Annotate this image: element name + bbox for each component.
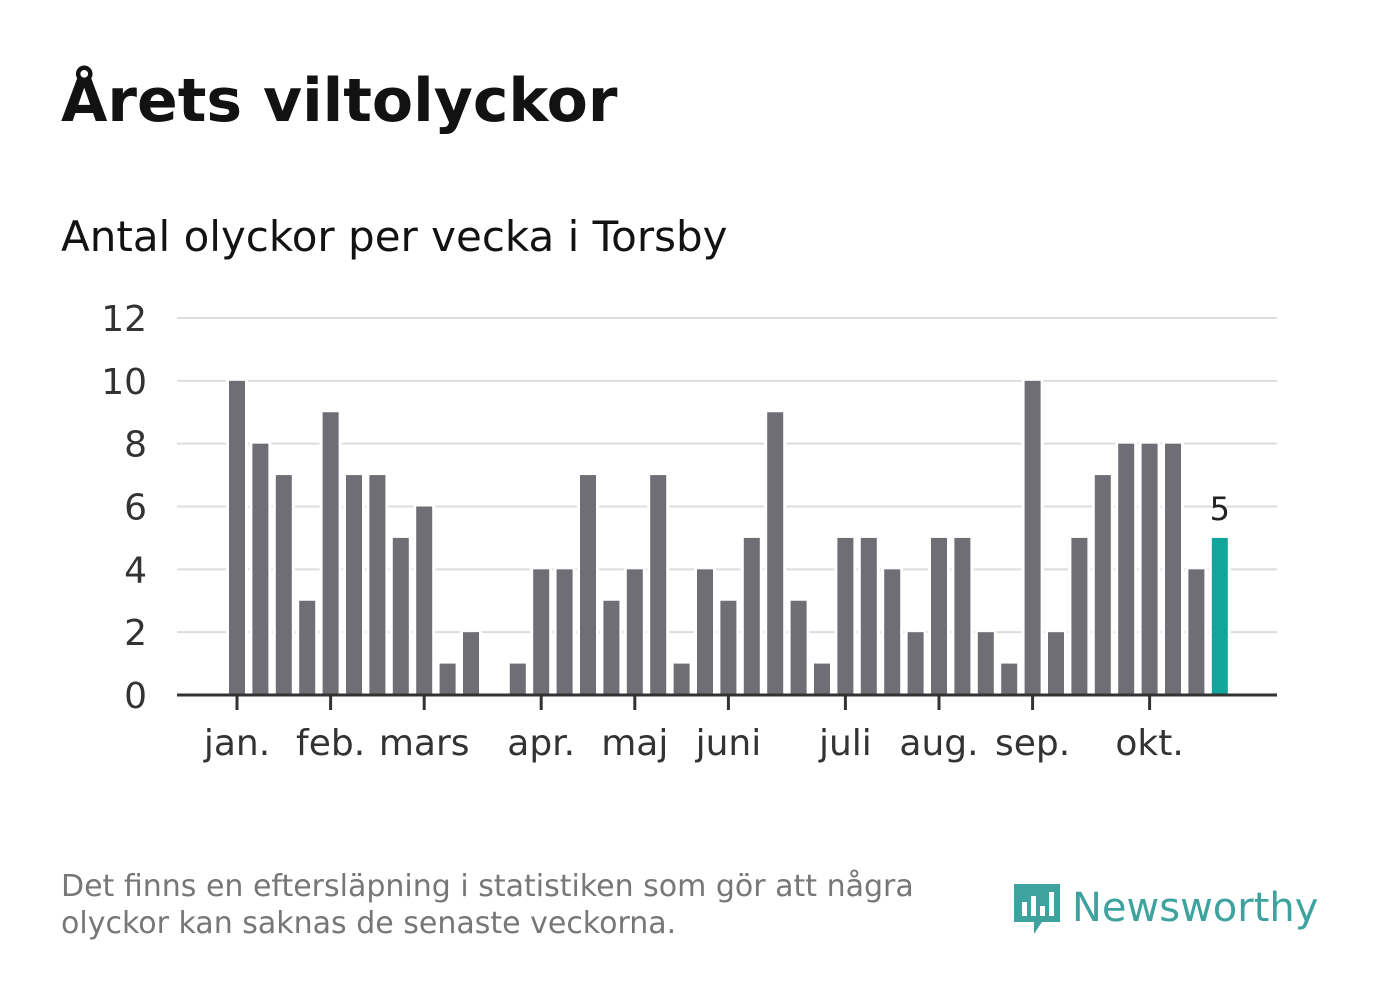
y-tick-label: 2 — [124, 613, 147, 654]
bar — [790, 600, 807, 695]
bar — [650, 475, 667, 695]
y-tick-label: 12 — [101, 299, 147, 340]
x-tick-label: sep. — [995, 723, 1070, 764]
bar — [369, 475, 386, 695]
chart-title: Årets viltolyckor — [61, 66, 618, 136]
bar — [580, 475, 596, 695]
bar — [697, 569, 713, 695]
bar — [977, 632, 994, 695]
bar — [439, 663, 456, 695]
bar — [814, 663, 830, 695]
bar — [463, 632, 479, 695]
logo-icon — [1014, 884, 1060, 934]
bar — [626, 569, 643, 695]
x-tick-label: maj — [601, 723, 668, 764]
bar — [1188, 569, 1205, 695]
bar — [1048, 632, 1064, 695]
y-tick-label: 8 — [124, 425, 147, 466]
bar — [1071, 537, 1088, 695]
bar — [252, 443, 269, 695]
bar — [720, 600, 737, 695]
x-tick-label: jan. — [203, 723, 270, 764]
footnote: Det finns en eftersläpning i statistiken… — [61, 869, 914, 941]
bar — [603, 600, 620, 695]
bar — [743, 537, 760, 695]
bar — [931, 537, 947, 695]
bar-highlight — [1211, 537, 1228, 695]
bar — [509, 663, 526, 695]
x-tick-label: aug. — [899, 723, 978, 764]
bar — [860, 537, 877, 695]
bar-chart: 0 2 4 6 8 10 12 5 jan. feb. mars apr. maj juni juli aug… — [101, 299, 1277, 764]
data-label: 5 — [1210, 490, 1230, 528]
bar — [1118, 443, 1135, 695]
logo-text: Newsworthy — [1072, 885, 1319, 931]
chart-subtitle: Antal olyckor per vecka i Torsby — [61, 212, 728, 261]
x-tick-label: okt. — [1115, 723, 1183, 764]
bar — [767, 412, 784, 695]
bar — [229, 380, 245, 695]
bar — [416, 506, 433, 695]
bar — [346, 475, 362, 695]
bar — [299, 600, 316, 695]
bar — [392, 537, 409, 695]
x-tick-label: juni — [695, 723, 762, 764]
bar — [322, 412, 339, 695]
bar — [1165, 443, 1181, 695]
y-tick-label: 10 — [101, 362, 147, 403]
bar — [1141, 443, 1158, 695]
bar — [954, 537, 971, 695]
bar — [837, 537, 854, 695]
bar — [907, 632, 924, 695]
bar — [1094, 475, 1111, 695]
bar — [275, 475, 292, 695]
x-tick-label: apr. — [507, 723, 575, 764]
bar — [556, 569, 573, 695]
bar — [1024, 380, 1041, 695]
x-tick-label: feb. — [296, 723, 365, 764]
x-tick-label: juli — [818, 723, 872, 764]
bar — [673, 663, 690, 695]
newsworthy-logo: Newsworthy — [1012, 878, 1318, 938]
bar — [884, 569, 901, 695]
bar — [533, 569, 550, 695]
y-tick-label: 4 — [124, 550, 147, 591]
x-tick-label: mars — [379, 723, 470, 764]
y-tick-label: 6 — [124, 488, 147, 529]
y-tick-label: 0 — [124, 676, 147, 717]
bar — [1001, 663, 1018, 695]
